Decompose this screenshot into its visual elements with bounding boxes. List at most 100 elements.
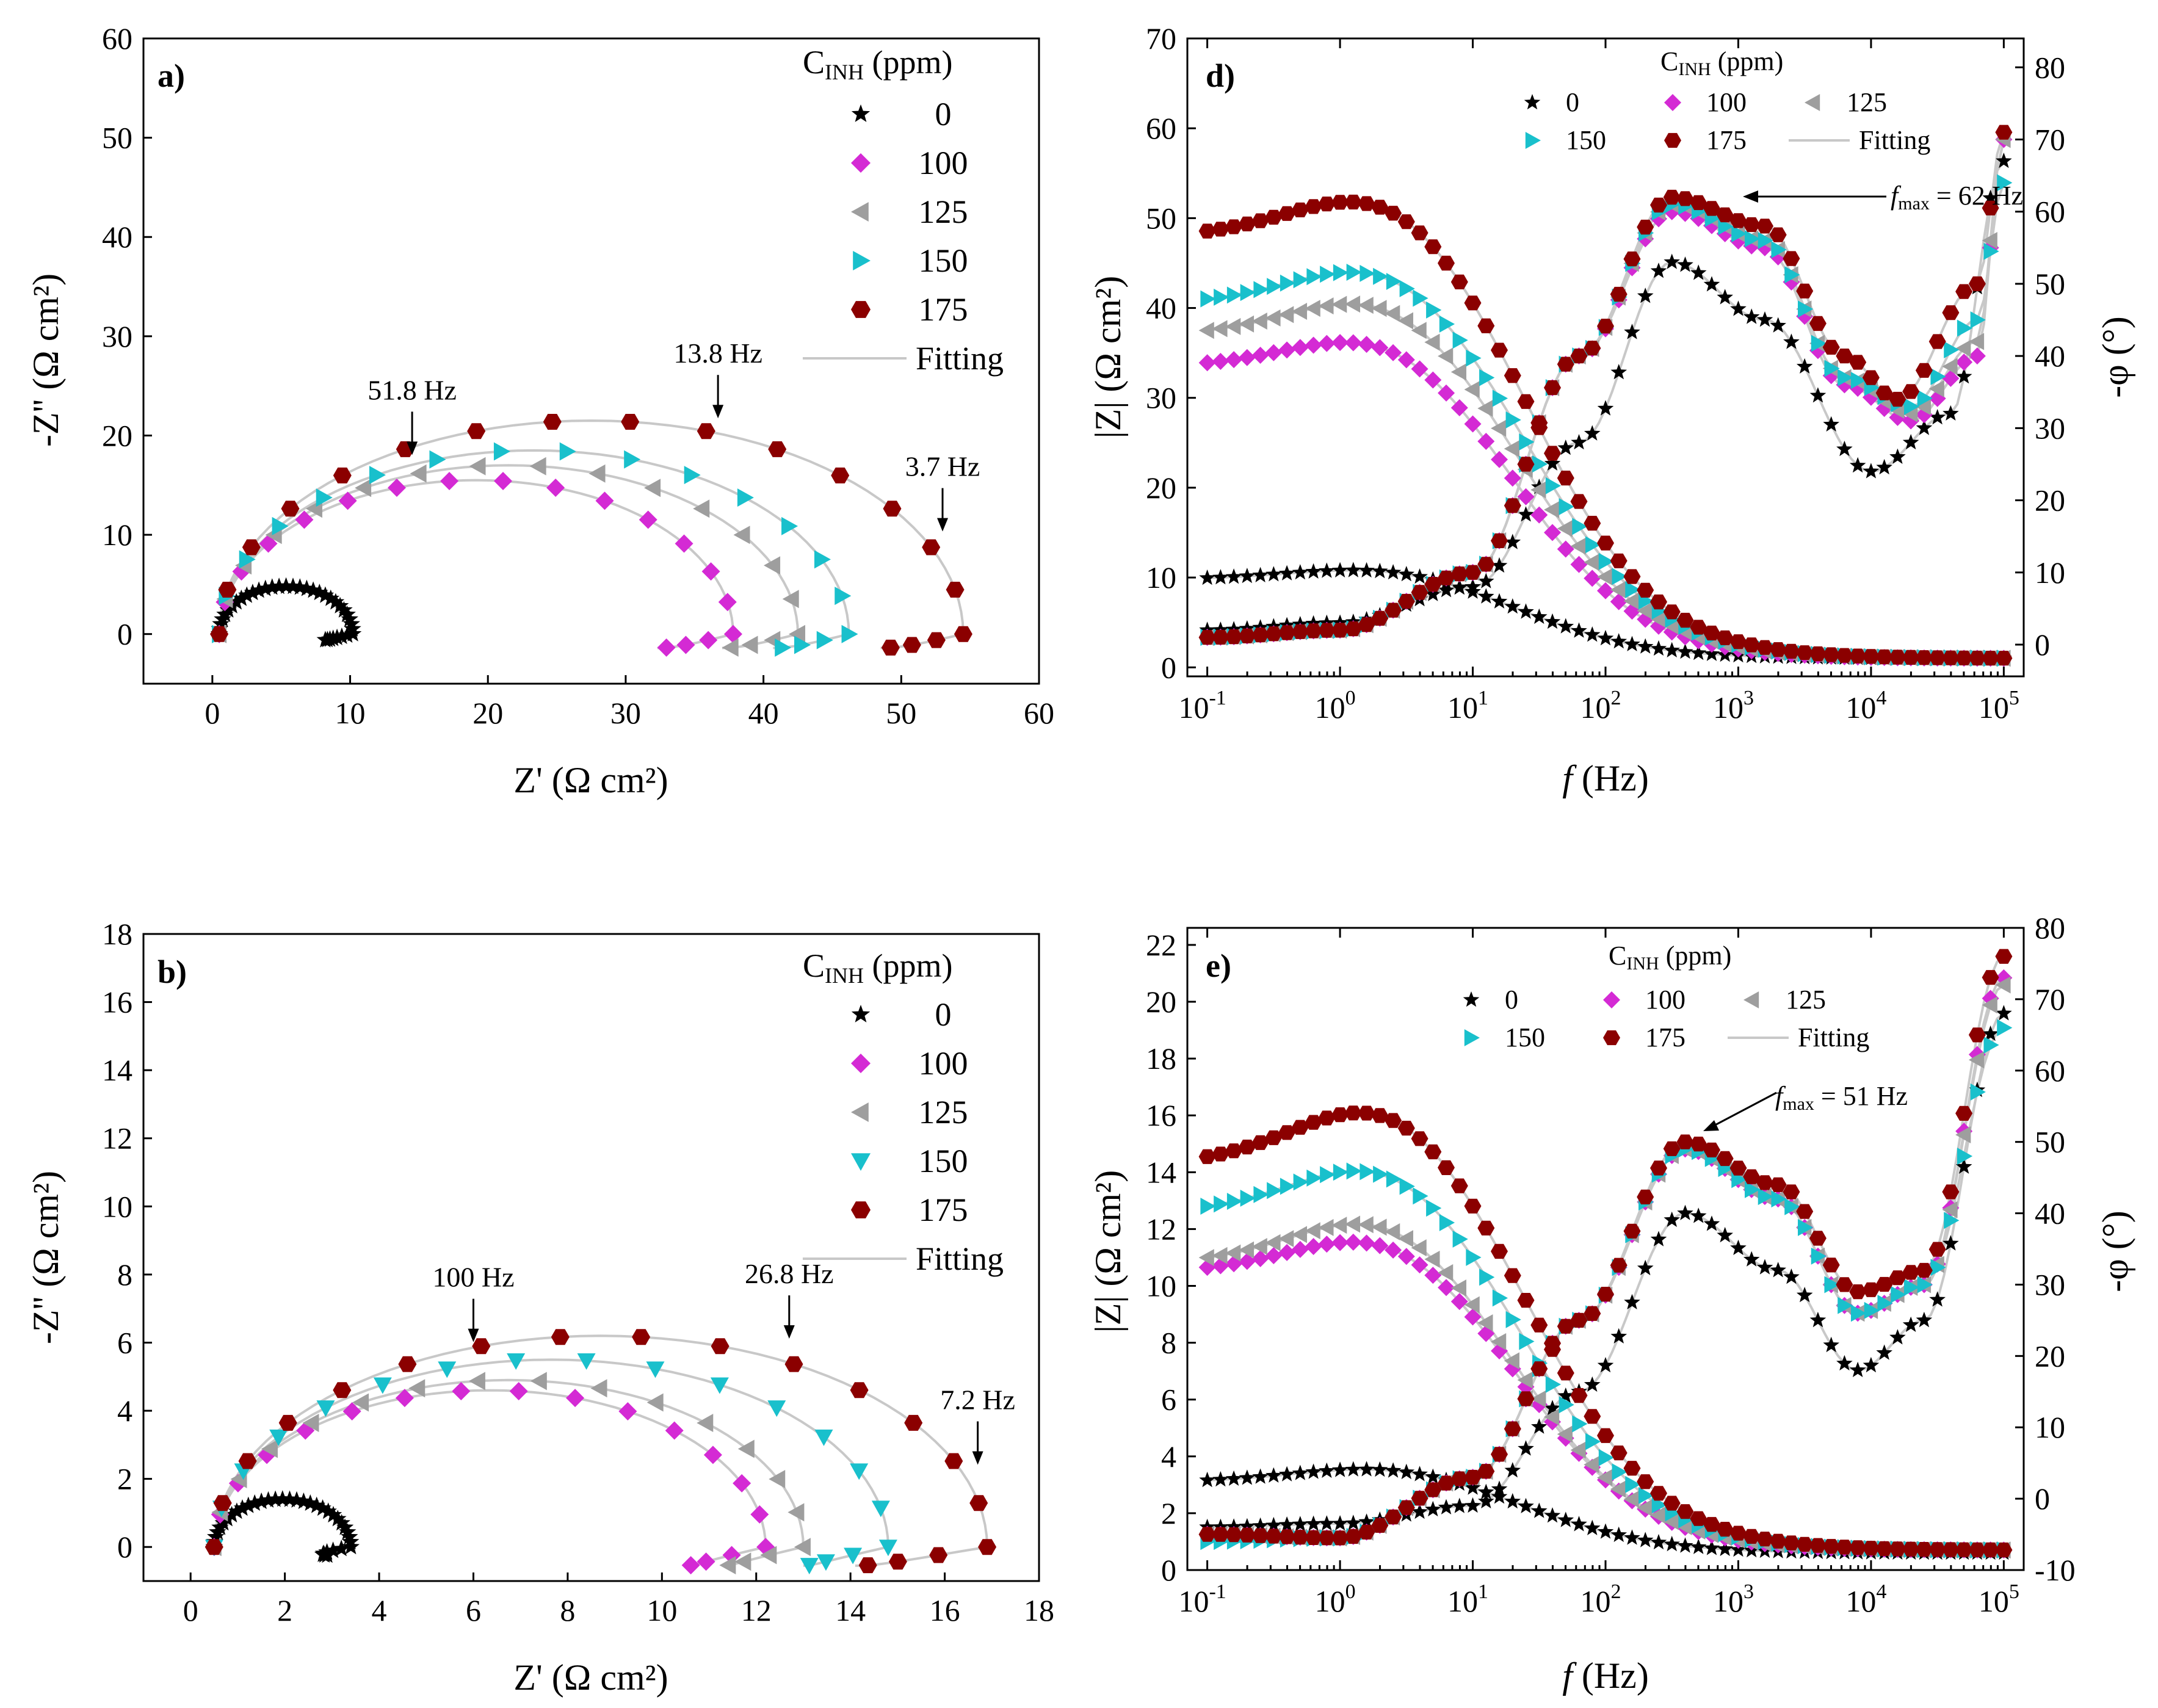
modulus-point-100 xyxy=(1344,334,1362,352)
modulus-point-175 xyxy=(1716,630,1734,645)
modulus-point-100 xyxy=(1597,582,1614,599)
fit-line-0 xyxy=(212,1498,352,1557)
phase-point-0 xyxy=(1624,1294,1640,1309)
modulus-point-0 xyxy=(1571,1516,1587,1532)
phase-point-150 xyxy=(1917,1276,1933,1294)
panel-a-xlabel: Z' (Ω cm²) xyxy=(513,760,668,800)
modulus-point-175 xyxy=(1769,642,1787,657)
modulus-point-150 xyxy=(1492,1289,1508,1307)
phase-point-0 xyxy=(1955,1158,1972,1174)
modulus-point-0 xyxy=(1518,603,1534,619)
modulus-point-150 xyxy=(1214,288,1229,306)
phase-point-175 xyxy=(1278,1529,1296,1544)
modulus-point-0 xyxy=(1372,562,1388,579)
phase-point-175 xyxy=(1875,385,1893,400)
modulus-point-150 xyxy=(1253,1185,1269,1203)
point-125 xyxy=(408,1379,425,1398)
modulus-point-150 xyxy=(1413,289,1428,307)
phase-point-150 xyxy=(1864,1301,1880,1319)
modulus-point-0 xyxy=(1385,1462,1402,1478)
modulus-point-175 xyxy=(1238,216,1256,231)
point-175 xyxy=(210,626,229,642)
phase-point-0 xyxy=(1996,1005,2012,1021)
modulus-point-0 xyxy=(1212,1471,1229,1487)
d-ytick-label: 10 xyxy=(1146,560,1176,595)
modulus-point-175 xyxy=(1783,643,1800,659)
phase-point-175 xyxy=(1278,625,1296,640)
point-0 xyxy=(341,610,358,627)
d-xtick-label: 103 xyxy=(1713,687,1754,725)
b-xtick-label: 12 xyxy=(741,1593,772,1627)
phase-point-0 xyxy=(1584,1376,1601,1392)
e-y2tick-label: -10 xyxy=(2035,1553,2076,1587)
phase-point-0 xyxy=(1544,455,1561,471)
annotation-arrowhead xyxy=(468,1328,479,1342)
modulus-point-175 xyxy=(1530,1317,1548,1333)
b-xtick-label: 6 xyxy=(466,1593,481,1627)
panel-b-legend-title: CINH (ppm) xyxy=(803,947,952,988)
phase-point-0 xyxy=(1730,1239,1747,1255)
phase-point-175 xyxy=(1411,1491,1428,1506)
modulus-point-0 xyxy=(1518,1497,1534,1513)
phase-point-175 xyxy=(1530,415,1548,430)
phase-point-175 xyxy=(1504,1421,1521,1436)
panel-e-xlabel: f (Hz) xyxy=(1562,1656,1649,1696)
modulus-point-0 xyxy=(1385,564,1402,580)
modulus-point-175 xyxy=(1397,1121,1415,1136)
legend-label-0: 0 xyxy=(935,996,952,1033)
phase-point-175 xyxy=(1265,1529,1283,1544)
phase-point-175 xyxy=(1610,1257,1628,1273)
modulus-point-100 xyxy=(1371,1237,1389,1254)
point-0 xyxy=(250,581,268,598)
panel-b-xlabel: Z' (Ω cm²) xyxy=(513,1657,668,1698)
phase-point-175 xyxy=(1743,217,1761,233)
panel-d-xlabel: f (Hz) xyxy=(1562,758,1649,798)
e-xtick-label: 100 xyxy=(1315,1580,1356,1618)
modulus-point-175 xyxy=(1875,1541,1893,1556)
legend-marker-100 xyxy=(851,1054,871,1073)
point-175 xyxy=(888,1554,907,1570)
fit-line-150 xyxy=(212,1358,889,1567)
legend-label-150: 150 xyxy=(919,1143,968,1179)
modulus-point-150 xyxy=(1214,1195,1229,1213)
point-100 xyxy=(697,1552,715,1571)
point-175 xyxy=(711,1338,730,1355)
modulus-point-125 xyxy=(1424,1250,1440,1268)
modulus-point-175 xyxy=(1544,446,1561,461)
point-0 xyxy=(277,577,295,594)
modulus-point-125 xyxy=(1610,1480,1626,1498)
modulus-point-0 xyxy=(1278,565,1295,581)
modulus-point-125 xyxy=(1358,297,1374,314)
modulus-point-175 xyxy=(1623,569,1641,584)
phase-point-175 xyxy=(1544,380,1561,396)
phase-point-175 xyxy=(1676,191,1694,206)
point-0 xyxy=(333,1514,350,1531)
modulus-point-175 xyxy=(1278,206,1296,221)
point-0 xyxy=(233,589,250,606)
a-xtick-label: 0 xyxy=(205,696,220,730)
modulus-point-100 xyxy=(1397,351,1415,369)
point-0 xyxy=(302,1494,319,1511)
phase-point-0 xyxy=(1225,1518,1242,1534)
legend-fit-label: Fitting xyxy=(1859,125,1930,155)
modulus-point-100 xyxy=(1491,451,1508,468)
legend-label-175: 175 xyxy=(1645,1022,1685,1052)
modulus-point-150 xyxy=(1333,264,1349,281)
phase-point-175 xyxy=(1915,1262,1933,1278)
point-175 xyxy=(632,1329,651,1345)
phase-point-125 xyxy=(1968,1051,1985,1069)
modulus-point-0 xyxy=(1650,1533,1667,1550)
modulus-point-150 xyxy=(1585,536,1601,554)
panel-a-frame xyxy=(142,37,1040,685)
phase-point-175 xyxy=(1663,1141,1681,1156)
phase-point-0 xyxy=(1358,1513,1375,1529)
phase-point-175 xyxy=(1491,1447,1508,1462)
point-175 xyxy=(944,1453,963,1469)
point-0 xyxy=(327,593,345,610)
b-ytick-label: 16 xyxy=(102,985,132,1019)
e-ytick-label: 18 xyxy=(1146,1041,1176,1076)
phase-point-0 xyxy=(1849,1361,1866,1377)
point-150 xyxy=(493,442,510,461)
point-125 xyxy=(697,1414,714,1433)
modulus-point-175 xyxy=(1822,1539,1840,1554)
